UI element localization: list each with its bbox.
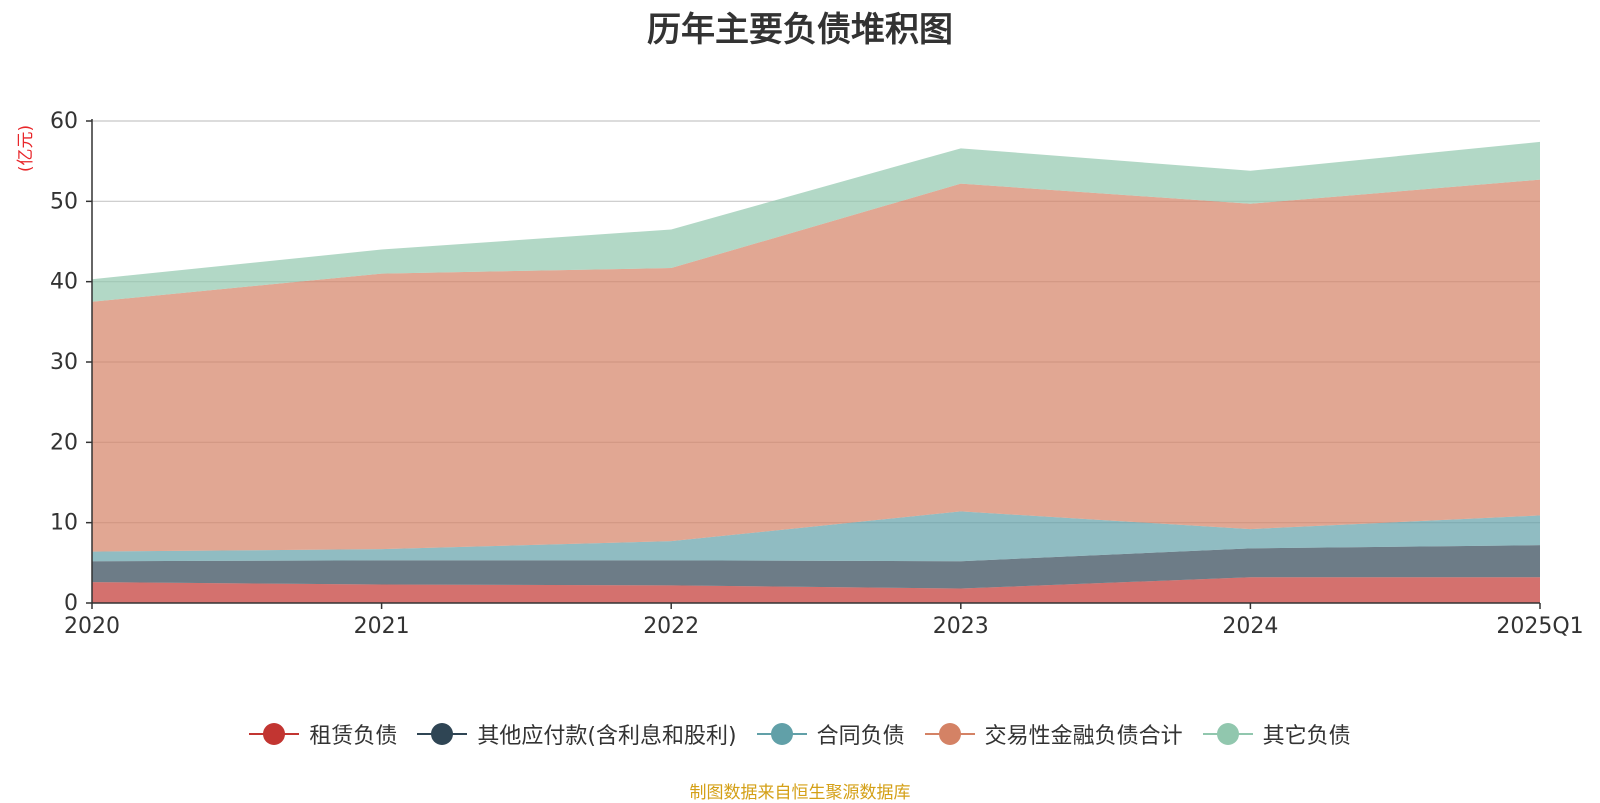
y-tick-label: 10 — [50, 511, 78, 536]
y-tick-label: 30 — [50, 350, 78, 375]
legend-label: 交易性金融负债合计 — [984, 724, 1183, 749]
x-tick-label: 2025Q1 — [1496, 614, 1583, 639]
legend-marker-icon — [1202, 722, 1253, 746]
chart-title: 历年主要负债堆积图 — [647, 10, 953, 50]
legend-marker-icon — [249, 722, 300, 746]
area-series-0 — [92, 577, 1540, 603]
y-tick-label: 50 — [50, 189, 78, 214]
legend-item[interactable]: 其它负债 — [1202, 718, 1351, 750]
area-series-4 — [92, 141, 1540, 302]
y-tick-label: 0 — [64, 591, 78, 616]
legend-marker-icon — [417, 722, 468, 746]
area-series-3 — [92, 179, 1540, 552]
data-source-note: 制图数据来自恒生聚源数据库 — [689, 783, 911, 803]
x-tick-label: 2024 — [1222, 614, 1278, 639]
x-tick-label: 2022 — [643, 614, 699, 639]
x-tick-label: 2020 — [64, 614, 120, 639]
x-tick-label: 2023 — [933, 614, 989, 639]
legend-label: 合同负债 — [816, 724, 905, 749]
x-tick-label: 2021 — [354, 614, 410, 639]
y-tick-label: 60 — [50, 109, 78, 134]
y-tick-label: 40 — [50, 270, 78, 295]
legend-label: 其它负债 — [1262, 724, 1351, 749]
chart-legend: 租赁负债 其他应付款(含利息和股利) 合同负债 交易性金融负债合计 其它负债 — [0, 716, 1600, 752]
y-tick-label: 20 — [50, 430, 78, 455]
legend-item[interactable]: 租赁负债 — [249, 718, 397, 750]
legend-item[interactable]: 其他应付款(含利息和股利) — [417, 718, 737, 750]
legend-item[interactable]: 合同负债 — [756, 718, 905, 750]
legend-label: 租赁负债 — [309, 724, 398, 749]
area-series-1 — [92, 545, 1540, 589]
legend-label: 其他应付款(含利息和股利) — [477, 724, 737, 749]
area-series-2 — [92, 511, 1540, 562]
legend-marker-icon — [924, 722, 975, 746]
stacked-area-chart: 0 10 20 30 40 50 60 2020 2021 2022 2023 2024 2025Q1 — [50, 109, 1584, 639]
legend-item[interactable]: 交易性金融负债合计 — [924, 718, 1183, 750]
legend-marker-icon — [756, 722, 807, 746]
